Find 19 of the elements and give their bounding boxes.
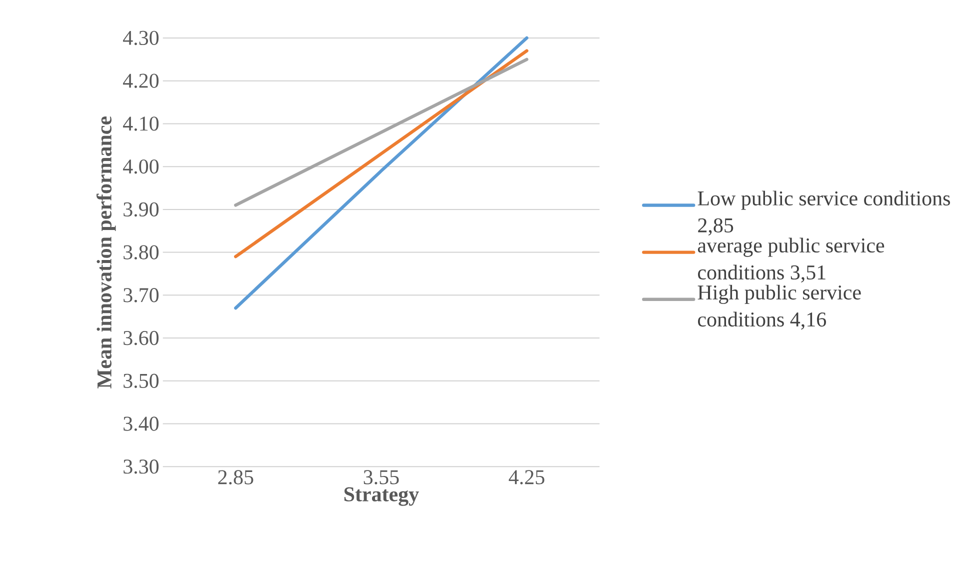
x-tick-label: 3.55 xyxy=(364,470,399,485)
y-tick-label: 4.10 xyxy=(123,116,159,132)
legend-label: High public service conditions 4,16 xyxy=(698,285,861,330)
y-tick-label: 3.30 xyxy=(124,460,159,474)
legend-label: Low public service conditions 2,85 xyxy=(698,190,950,236)
y-tick-label: 3.40 xyxy=(124,416,159,432)
y-tick-label: 3.50 xyxy=(124,374,159,388)
y-tick-label: 3.70 xyxy=(124,288,159,303)
y-tick-label: 4.30 xyxy=(123,31,159,46)
y-tick-label: 4.00 xyxy=(123,160,159,174)
y-tick-label: 3.80 xyxy=(124,245,159,260)
y-tick-label: 4.20 xyxy=(123,74,159,88)
x-axis-title: Strategy xyxy=(344,488,419,506)
y-tick-label: 3.90 xyxy=(124,202,159,217)
x-tick-label: 4.25 xyxy=(508,470,544,485)
x-tick-label: 2.85 xyxy=(218,470,254,485)
y-axis-title: Mean innovation performance xyxy=(96,116,116,389)
y-tick-label: 3.60 xyxy=(124,331,159,346)
legend-label: average public service conditions 3,51 xyxy=(698,238,884,283)
